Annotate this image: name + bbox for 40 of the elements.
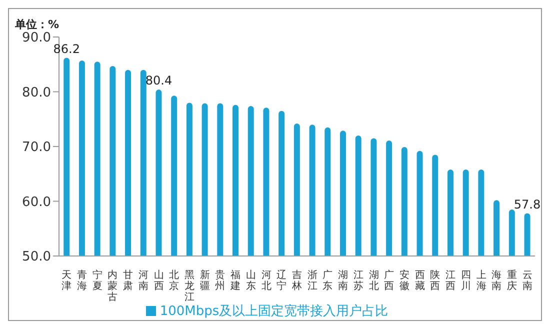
x-tick-label: 黑龙江	[184, 270, 195, 303]
x-tick-label: 海南	[492, 269, 502, 292]
x-tick-label: 湖南	[338, 269, 348, 292]
y-tick-label: 80.0	[22, 85, 51, 100]
x-tick-label: 河南	[138, 269, 148, 292]
x-tick-label: 江苏	[353, 269, 364, 292]
x-tick-label: 四川	[460, 270, 471, 292]
x-tick-label: 陕西	[430, 269, 440, 292]
x-tick-label: 北京	[169, 269, 180, 292]
x-tick-label: 山西	[154, 269, 164, 292]
x-tick-label: 江西	[446, 269, 456, 292]
legend-label: 100Mbps及以上固定宽带接入用户占比	[160, 304, 388, 319]
x-tick-label: 湖北	[368, 269, 379, 292]
x-tick-label: 青海	[77, 269, 88, 292]
x-tick-label: 重庆	[506, 269, 517, 292]
data-label: 57.8	[514, 197, 541, 212]
x-tick-label: 贵州	[215, 269, 226, 292]
x-tick-label: 安徽	[399, 269, 410, 292]
x-tick-label: 甘肃	[123, 269, 134, 292]
y-axis-title: 单位：%	[15, 17, 60, 32]
y-tick-label: 60.0	[22, 194, 51, 210]
y-tick-label: 90.0	[22, 30, 51, 46]
x-tick-label: 新疆	[200, 269, 210, 292]
x-tick-label: 河北	[261, 269, 272, 292]
x-tick-label: 吉林	[291, 269, 302, 292]
x-tick-label: 内蒙古	[108, 269, 118, 303]
x-tick-label: 上海	[476, 269, 486, 292]
x-tick-label: 广东	[322, 269, 333, 292]
x-tick-label: 辽宁	[276, 269, 287, 292]
x-tick-label: 西藏	[414, 270, 425, 292]
x-tick-label: 宁夏	[92, 269, 102, 292]
x-tick-label: 福建	[230, 269, 241, 292]
y-tick-label: 50.0	[22, 250, 51, 265]
x-tick-label: 天津	[62, 270, 72, 292]
y-tick-label: 70.0	[22, 140, 51, 156]
x-tick-label: 广西	[384, 269, 394, 292]
x-tick-label: 云南	[522, 270, 532, 292]
x-tick-label: 山东	[246, 269, 256, 292]
data-label: 86.2	[53, 42, 80, 56]
x-tick-label: 浙江	[307, 269, 318, 292]
